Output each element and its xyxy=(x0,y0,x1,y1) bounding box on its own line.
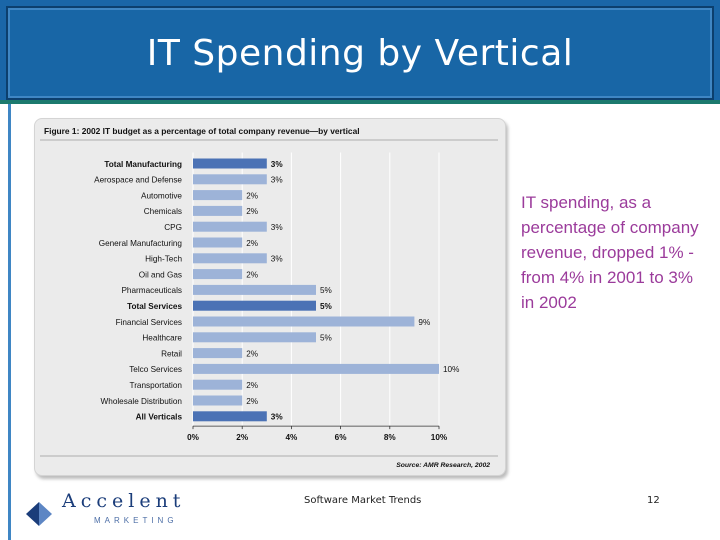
data-label: 9% xyxy=(418,318,430,327)
data-label: 10% xyxy=(443,365,459,374)
logo-mark-icon xyxy=(26,502,52,526)
category-label: Retail xyxy=(161,349,182,358)
bar xyxy=(193,379,243,390)
data-label: 2% xyxy=(246,349,258,358)
category-label: Oil and Gas xyxy=(139,270,182,279)
slide-title: IT Spending by Vertical xyxy=(146,32,574,74)
bar xyxy=(193,190,243,201)
accelent-logo: Accelent MARKETING xyxy=(20,490,180,534)
data-label: 2% xyxy=(246,381,258,390)
category-label: Total Services xyxy=(127,302,182,311)
category-label: CPG xyxy=(164,223,182,232)
category-label: Financial Services xyxy=(116,318,182,327)
bar xyxy=(193,363,439,374)
data-label: 5% xyxy=(320,302,333,311)
page-number: 12 xyxy=(647,495,660,506)
category-label: General Manufacturing xyxy=(99,239,183,248)
category-label: High-Tech xyxy=(145,255,182,264)
bar xyxy=(193,205,243,216)
chart-title: Figure 1: 2002 IT budget as a percentage… xyxy=(44,126,360,136)
data-label: 2% xyxy=(246,191,258,200)
x-tick-label: 2% xyxy=(236,433,249,442)
bar xyxy=(193,332,316,343)
title-box: IT Spending by Vertical xyxy=(6,6,714,100)
data-label: 3% xyxy=(271,223,283,232)
data-label: 3% xyxy=(271,176,283,185)
data-label: 2% xyxy=(246,397,258,406)
x-tick-label: 10% xyxy=(431,433,448,442)
bar xyxy=(193,174,267,185)
category-label: All Verticals xyxy=(136,413,183,422)
category-label: Healthcare xyxy=(142,334,182,343)
bar xyxy=(193,284,316,295)
category-label: Wholesale Distribution xyxy=(101,397,183,406)
data-label: 2% xyxy=(246,270,258,279)
category-label: Telco Services xyxy=(129,365,182,374)
title-underline xyxy=(0,100,720,104)
bar xyxy=(193,221,267,232)
category-label: Chemicals xyxy=(144,207,182,216)
footer-title: Software Market Trends xyxy=(304,495,422,506)
category-label: Aerospace and Defense xyxy=(94,176,182,185)
chart-source: Source: AMR Research, 2002 xyxy=(396,462,490,469)
x-tick-label: 8% xyxy=(384,433,397,442)
category-label: Total Manufacturing xyxy=(104,160,182,169)
x-tick-label: 6% xyxy=(335,433,348,442)
figure-panel xyxy=(34,118,506,476)
bar xyxy=(193,237,243,248)
bar xyxy=(193,158,267,169)
bar xyxy=(193,300,316,311)
bar xyxy=(193,316,415,327)
bar xyxy=(193,411,267,422)
bar xyxy=(193,253,267,264)
bar xyxy=(193,269,243,280)
category-label: Automotive xyxy=(141,191,182,200)
data-label: 2% xyxy=(246,207,258,216)
left-rule xyxy=(8,104,11,540)
logo-sub: MARKETING xyxy=(94,516,178,525)
x-tick-label: 0% xyxy=(187,433,200,442)
data-label: 3% xyxy=(271,413,284,422)
bar xyxy=(193,348,243,359)
data-label: 2% xyxy=(246,239,258,248)
side-text: IT spending, as a percentage of company … xyxy=(521,193,699,312)
category-label: Pharmaceuticals xyxy=(121,286,182,295)
logo-word: Accelent xyxy=(62,490,186,512)
bar xyxy=(193,395,243,406)
data-label: 5% xyxy=(320,334,332,343)
category-label: Transportation xyxy=(130,381,183,390)
data-label: 3% xyxy=(271,160,284,169)
x-tick-label: 4% xyxy=(285,433,298,442)
data-label: 5% xyxy=(320,286,332,295)
data-label: 3% xyxy=(271,255,283,264)
